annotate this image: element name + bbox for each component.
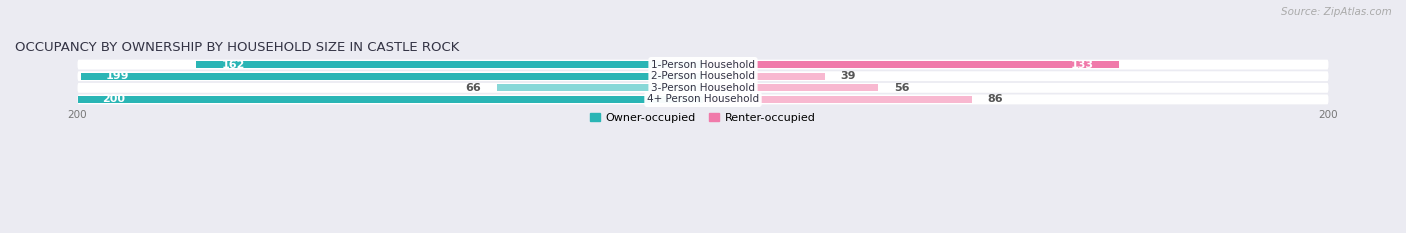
- Text: 3-Person Household: 3-Person Household: [651, 83, 755, 93]
- Bar: [703, 84, 879, 91]
- Text: 39: 39: [841, 71, 856, 81]
- Text: 56: 56: [894, 83, 910, 93]
- Text: 2-Person Household: 2-Person Household: [651, 71, 755, 81]
- Text: 4+ Person Household: 4+ Person Household: [647, 94, 759, 104]
- FancyBboxPatch shape: [77, 83, 1329, 93]
- Bar: [496, 84, 703, 91]
- Text: 200: 200: [103, 94, 125, 104]
- Text: 66: 66: [465, 83, 481, 93]
- Bar: [703, 73, 825, 80]
- Bar: [77, 96, 703, 103]
- Bar: [80, 73, 703, 80]
- Bar: [703, 61, 1119, 68]
- FancyBboxPatch shape: [77, 95, 1329, 104]
- Bar: [703, 96, 972, 103]
- Text: 1-Person Household: 1-Person Household: [651, 60, 755, 70]
- Text: 162: 162: [221, 60, 245, 70]
- Bar: [197, 61, 703, 68]
- Text: OCCUPANCY BY OWNERSHIP BY HOUSEHOLD SIZE IN CASTLE ROCK: OCCUPANCY BY OWNERSHIP BY HOUSEHOLD SIZE…: [15, 41, 460, 54]
- Text: Source: ZipAtlas.com: Source: ZipAtlas.com: [1281, 7, 1392, 17]
- Legend: Owner-occupied, Renter-occupied: Owner-occupied, Renter-occupied: [586, 108, 820, 127]
- Text: 86: 86: [987, 94, 1004, 104]
- FancyBboxPatch shape: [77, 71, 1329, 81]
- FancyBboxPatch shape: [77, 60, 1329, 69]
- Text: 133: 133: [1071, 60, 1094, 70]
- Text: 199: 199: [105, 71, 129, 81]
